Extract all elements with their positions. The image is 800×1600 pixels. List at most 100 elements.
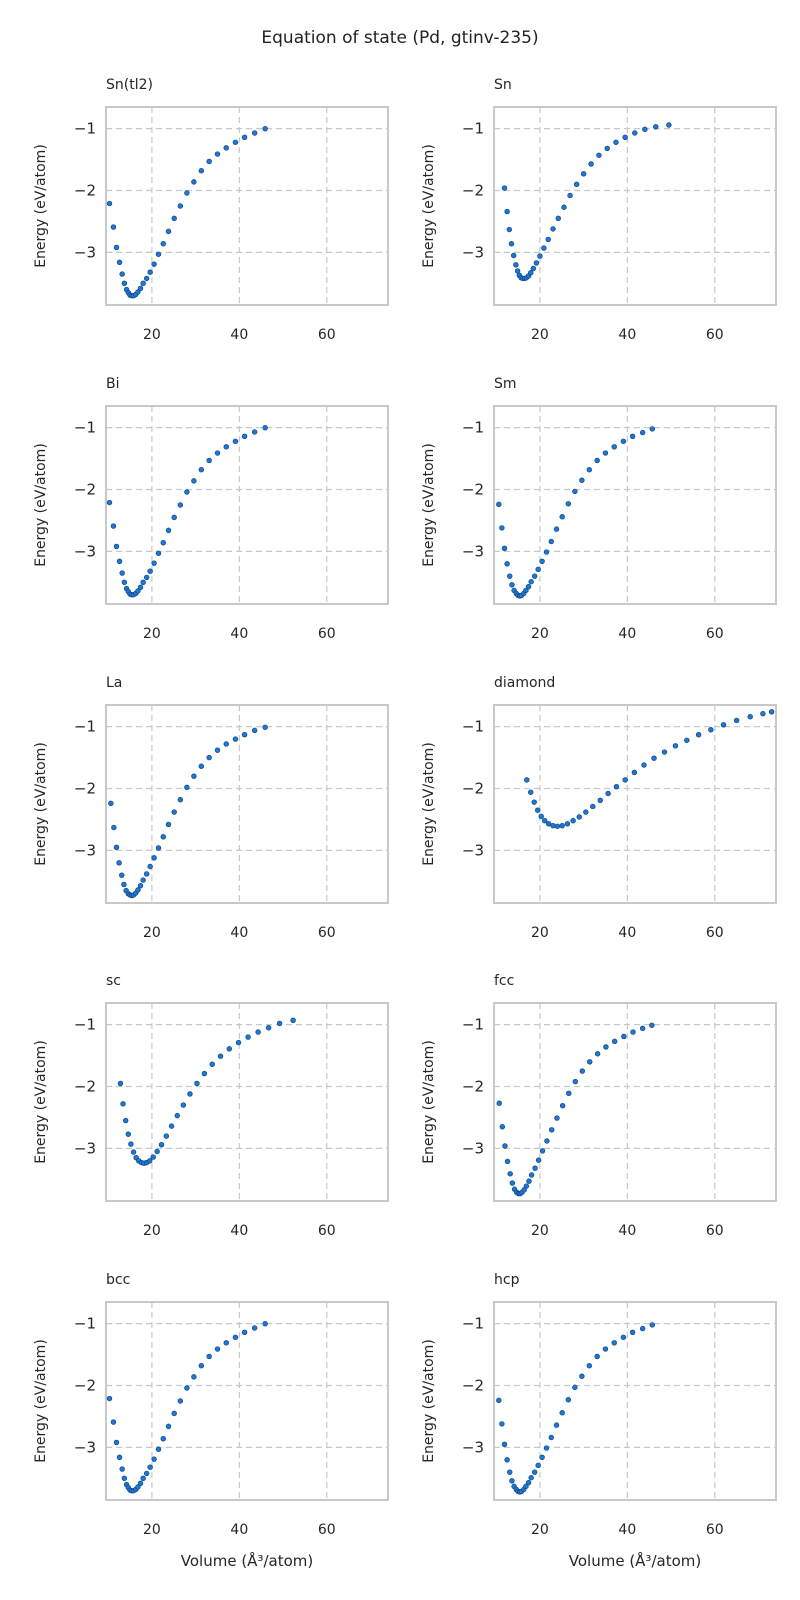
data-point [543,1445,550,1451]
y-tick-label: −2 [462,182,484,200]
data-point [528,789,534,795]
data-point [206,158,212,165]
y-tick-label: −3 [74,1139,96,1157]
y-tick-label: −2 [462,1377,484,1395]
data-point [110,523,117,529]
data-point [611,444,617,450]
data-point [137,285,144,291]
data-point [121,579,128,586]
data-point [535,1462,541,1469]
subplot-title: hcp [494,1272,520,1288]
data-point [241,1329,248,1336]
data-point [143,574,150,581]
data-point [251,727,258,734]
data-point [499,1124,506,1130]
data-point [720,722,727,728]
y-axis-label: Energy (eV/atom) [421,742,437,866]
data-point [121,881,127,888]
x-tick-label: 40 [230,1223,248,1239]
data-point [554,1115,560,1121]
data-point [539,1148,546,1154]
data-point [155,550,162,556]
data-point [217,1053,224,1059]
data-point [121,1475,128,1482]
data-point [150,1154,156,1160]
y-tick-label: −3 [74,243,96,261]
data-point [171,1410,177,1417]
data-point [214,450,221,456]
data-point [194,1080,200,1087]
data-point [651,755,657,761]
data-point [116,259,123,266]
y-axis-label: Energy (eV/atom) [33,1339,49,1463]
x-tick-label: 40 [618,1522,636,1538]
data-point [160,834,166,840]
data-point [245,1034,251,1040]
data-point [672,743,679,749]
data-point [223,444,229,450]
subplot-9: 20 40 60 −1 −2 −3 hcp Energy (eV/atom) Volume (Å… [421,1272,777,1570]
data-point [191,1374,197,1380]
data-point [151,855,157,861]
x-tick-label: 60 [318,925,336,941]
data-point [158,1141,165,1148]
data-point [171,514,177,521]
subplot-title: Sm [494,376,517,392]
data-point [191,773,197,779]
data-point [155,845,162,851]
data-point [209,1061,215,1067]
x-tick-label: 60 [706,626,724,642]
data-point [708,727,714,733]
subplot-title: Sn(tl2) [106,77,153,93]
data-point [174,1112,180,1119]
data-point [632,130,638,136]
data-point [206,457,212,464]
data-point [538,813,544,820]
data-point [187,1091,193,1097]
data-point [535,566,541,573]
data-point [580,171,587,177]
data-point [184,784,190,790]
data-point [733,717,740,724]
data-point [137,1480,144,1486]
data-point [572,1384,578,1391]
x-tick-label: 40 [230,1522,248,1538]
data-point [143,1470,150,1477]
data-point [113,844,120,851]
data-point [177,1398,184,1404]
y-tick-label: −2 [74,182,96,200]
data-point [113,1439,120,1446]
data-point [501,1441,508,1448]
data-point [639,1025,646,1032]
data-point [116,860,122,866]
y-tick-label: −1 [74,718,96,736]
axes-frame [105,106,389,306]
y-axis-label: Energy (eV/atom) [421,144,437,268]
data-point [507,1469,513,1475]
data-point [559,514,565,520]
data-point [747,714,753,720]
data-point [506,226,513,233]
data-point [611,1038,618,1045]
y-tick-label: −3 [462,841,484,859]
data-point [548,538,554,545]
x-tick-label: 20 [531,925,549,941]
x-tick-label: 20 [143,925,161,941]
y-axis-label: Energy (eV/atom) [33,144,49,268]
subplot-5: 20 40 60 −1 −2 −3 diamond Energy (eV/atom) [421,675,777,941]
subplot-title: Sn [494,77,512,93]
data-point [602,450,609,456]
data-point [501,545,508,552]
y-tick-label: −2 [74,481,96,499]
data-point [531,799,537,805]
data-point [155,251,162,257]
data-point [544,1138,550,1144]
data-point [241,433,248,440]
data-point [639,1325,646,1332]
x-tick-label: 20 [143,1522,161,1538]
data-point [564,821,571,827]
data-point [140,877,146,883]
data-point [168,1123,175,1129]
axes-frame [493,1301,777,1501]
data-point [573,181,580,188]
